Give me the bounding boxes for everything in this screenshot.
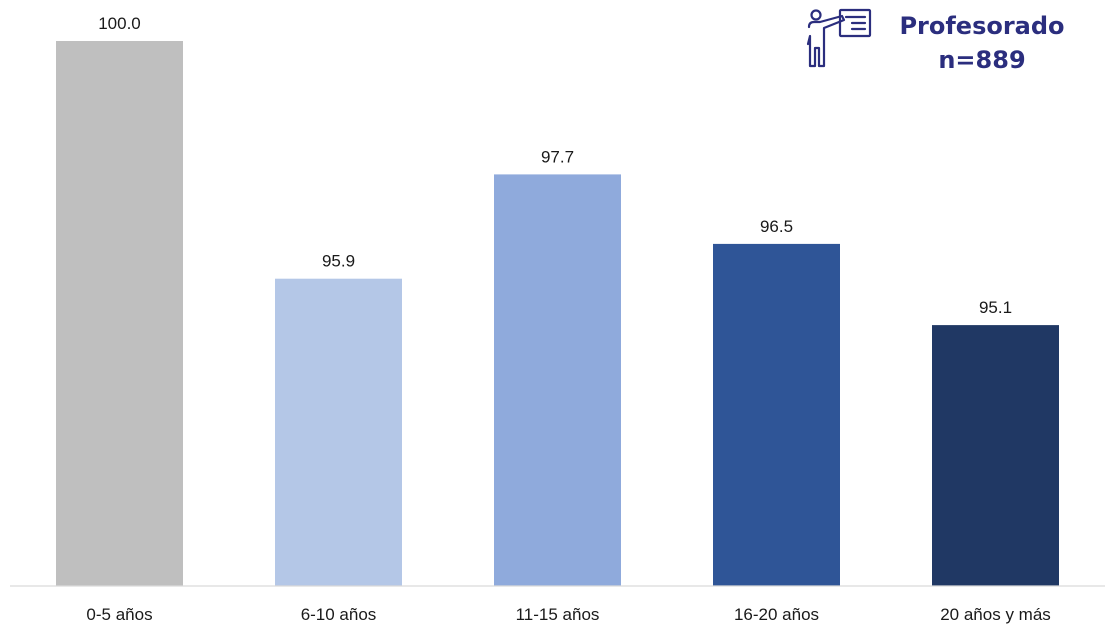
- bar: [56, 41, 183, 586]
- category-labels-group: 0-5 años 6-10 años 11-15 años 16-20 años 20 …: [86, 605, 1050, 624]
- teacher-presentation-icon: [806, 8, 872, 68]
- value-labels-group: 100.0 95.9 97.7 96.5 95.1: [98, 14, 1012, 317]
- bar: [275, 278, 402, 586]
- bar: [494, 174, 621, 586]
- category-label: 16-20 años: [734, 605, 819, 624]
- legend-sample-size: n=889: [938, 46, 1026, 74]
- category-label: 6-10 años: [301, 605, 377, 624]
- bar-value-label: 96.5: [760, 217, 793, 236]
- bar-value-label: 95.9: [322, 252, 355, 271]
- category-label: 11-15 años: [516, 605, 600, 624]
- category-label: 20 años y más: [940, 605, 1051, 624]
- bar-value-label: 100.0: [98, 14, 141, 33]
- bar: [932, 325, 1059, 586]
- bar-value-label: 97.7: [541, 147, 574, 166]
- bar-value-label: 95.1: [979, 298, 1012, 317]
- category-label: 0-5 años: [86, 605, 152, 624]
- legend-title: Profesorado: [899, 12, 1065, 40]
- bars-group: [56, 41, 1059, 586]
- bar: [713, 243, 840, 586]
- legend: Profesorado n=889: [800, 6, 1090, 76]
